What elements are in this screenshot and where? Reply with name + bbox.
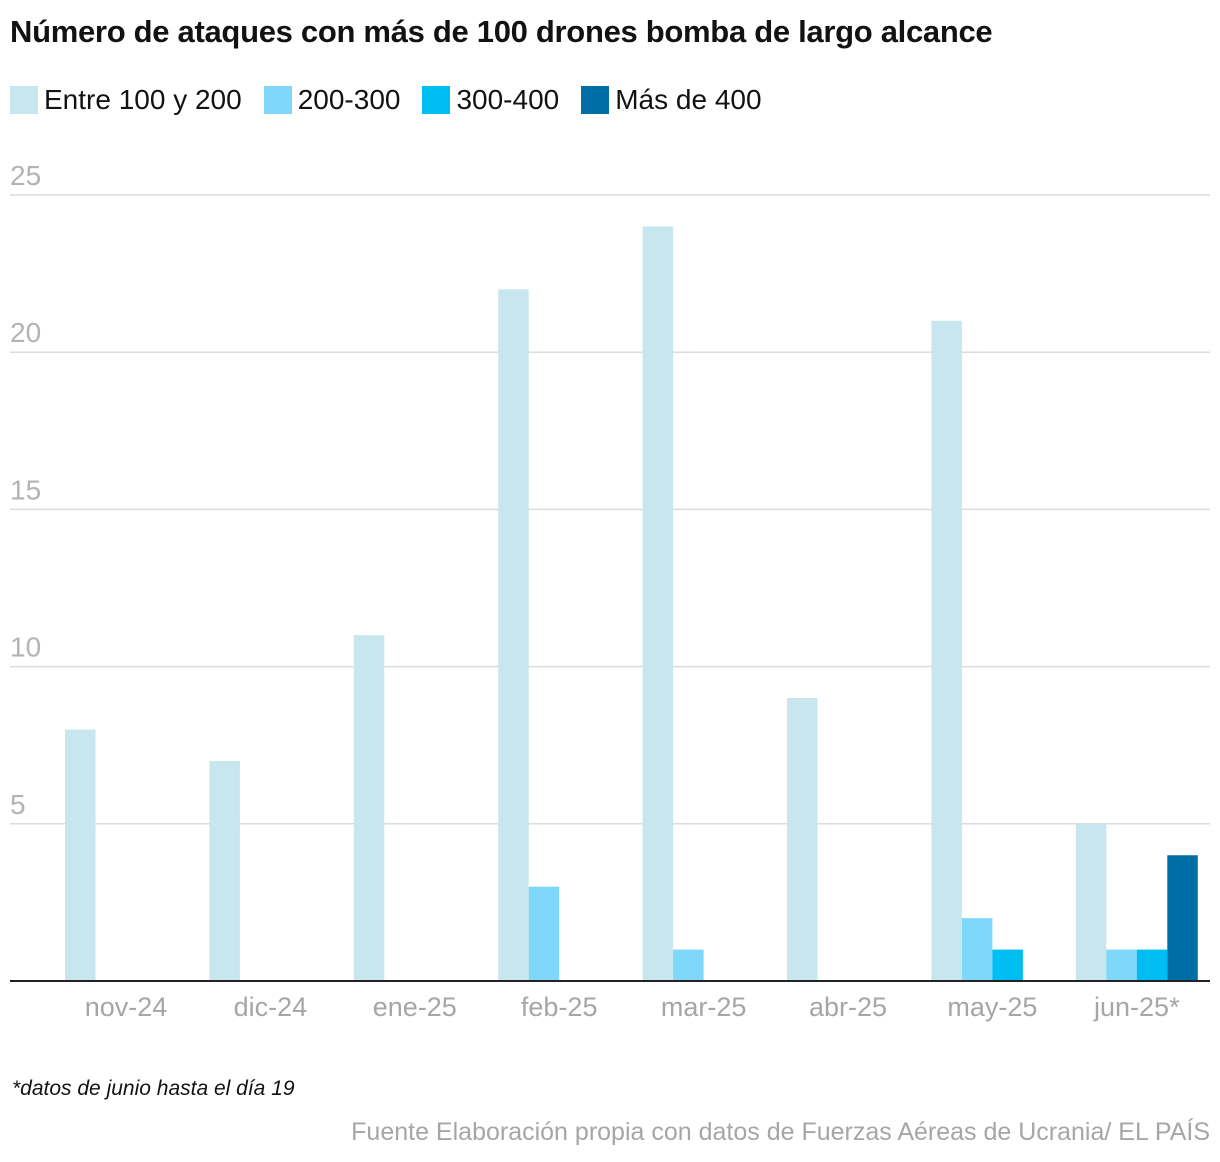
legend: Entre 100 y 200 200-300 300-400 Más de 4… [10, 84, 784, 116]
legend-item-200-300: 200-300 [263, 84, 401, 116]
bar-may-25-200-300 [961, 918, 993, 981]
x-tick-label-mar-25: mar-25 [661, 992, 747, 1022]
x-tick-label-nov-24: nov-24 [85, 992, 168, 1022]
bar-jun-25-mas-de-400 [1167, 855, 1198, 981]
y-tick-label-25: 25 [10, 160, 41, 191]
bar-ene-25-entre-100-y-200 [353, 635, 385, 981]
legend-swatch-mas-de-400 [581, 86, 610, 114]
bar-jun-25-entre-100-y-200 [1075, 823, 1107, 981]
footnote: *datos de junio hasta el día 19 [12, 1077, 295, 1100]
legend-swatch-300-400 [422, 86, 451, 114]
y-tick-label-15: 15 [10, 474, 41, 505]
bar-feb-25-entre-100-y-200 [498, 289, 529, 981]
bar-jun-25-200-300 [1106, 949, 1137, 981]
legend-label-300-400: 300-400 [456, 84, 560, 115]
bar-jun-25-300-400 [1136, 949, 1168, 981]
x-tick-label-jun-25: jun-25* [1093, 992, 1180, 1022]
bar-feb-25-200-300 [528, 886, 560, 981]
bar-mar-25-200-300 [673, 949, 704, 981]
x-tick-label-feb-25: feb-25 [521, 992, 598, 1022]
legend-item-mas-de-400: Más de 400 [581, 84, 762, 116]
legend-label-mas-de-400: Más de 400 [615, 84, 762, 115]
y-tick-label-10: 10 [10, 632, 41, 663]
bar-may-25-entre-100-y-200 [931, 320, 962, 981]
source-credit: Fuente Elaboración propia con datos de F… [351, 1118, 1210, 1146]
y-tick-label-20: 20 [10, 317, 41, 348]
x-tick-label-may-25: may-25 [947, 992, 1037, 1022]
bar-abr-25-entre-100-y-200 [787, 698, 818, 981]
legend-item-entre-100-y-200: Entre 100 y 200 [10, 84, 242, 116]
bar-dic-24-entre-100-y-200 [209, 760, 240, 981]
x-tick-label-ene-25: ene-25 [373, 992, 457, 1022]
bar-mar-25-entre-100-y-200 [642, 226, 674, 981]
x-tick-label-abr-25: abr-25 [809, 992, 887, 1022]
legend-label-entre-100-y-200: Entre 100 y 200 [44, 84, 242, 115]
chart-title: Número de ataques con más de 100 drones … [10, 14, 993, 49]
legend-label-200-300: 200-300 [297, 84, 401, 115]
legend-swatch-200-300 [263, 86, 292, 114]
legend-item-300-400: 300-400 [422, 84, 559, 116]
bar-may-25-300-400 [992, 949, 1023, 981]
x-tick-label-dic-24: dic-24 [234, 992, 308, 1022]
bar-nov-24-entre-100-y-200 [65, 729, 96, 981]
y-tick-label-5: 5 [10, 789, 26, 820]
legend-swatch-entre-100-y-200 [10, 86, 38, 114]
